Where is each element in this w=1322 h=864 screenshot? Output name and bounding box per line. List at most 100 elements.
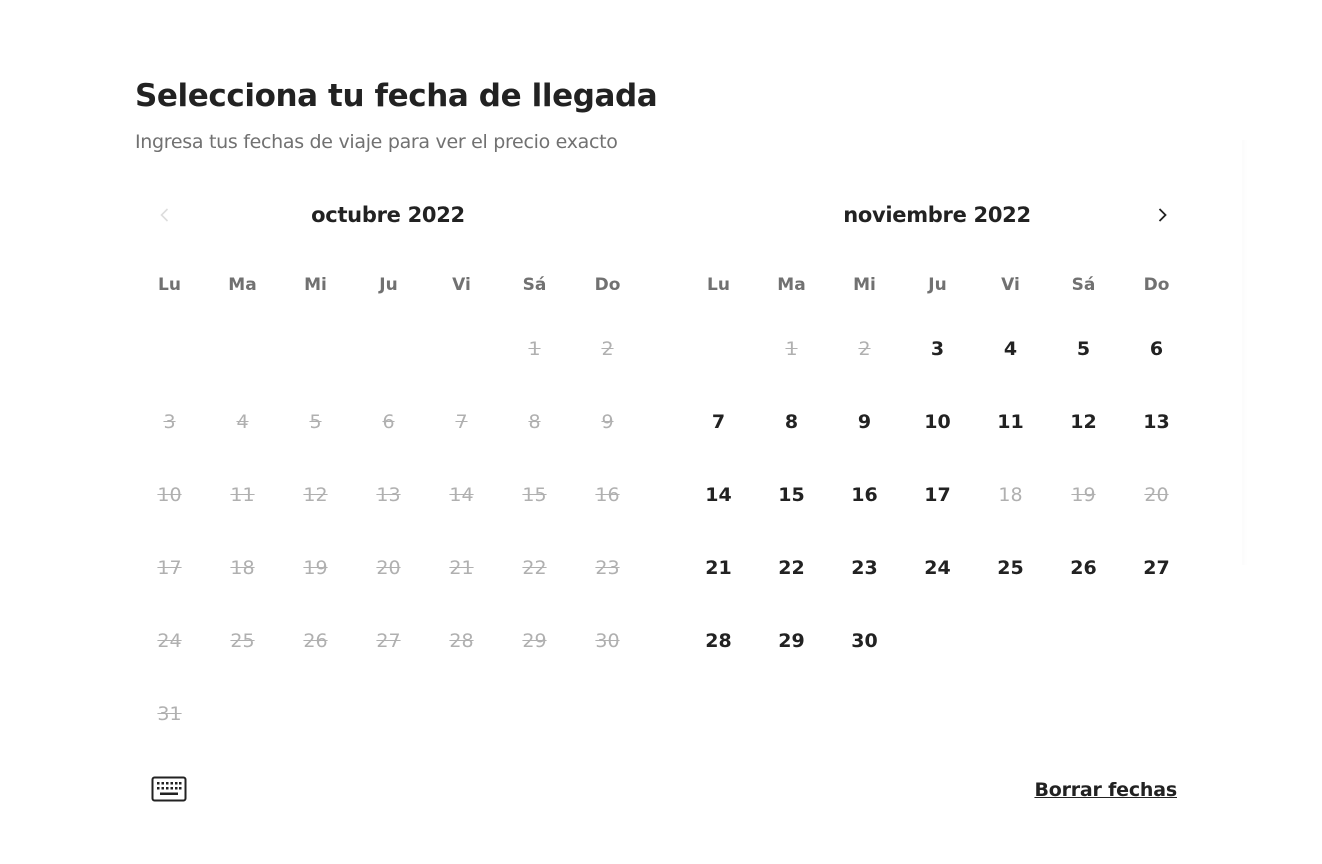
day-cell: 22 — [522, 556, 547, 579]
day-cell: 20 — [1144, 483, 1169, 506]
day-cell-empty — [206, 312, 279, 385]
day-cell: 9 — [601, 410, 614, 433]
weekday-label: Ju — [379, 275, 398, 295]
day-cell: 17 — [157, 556, 182, 579]
weekday-header: Lu Ma Mi Ju Vi Sá Do — [682, 275, 1192, 295]
month-title: noviembre 2022 — [843, 203, 1031, 227]
month-title: octubre 2022 — [311, 203, 465, 227]
day-cell-empty — [279, 312, 352, 385]
day-cell: 12 — [303, 483, 328, 506]
day-cell[interactable]: 7 — [711, 410, 726, 433]
day-cell: 4 — [236, 410, 249, 433]
weekday-label: Lu — [707, 275, 730, 295]
day-cell: 28 — [449, 629, 474, 652]
weekday-label: Ma — [228, 275, 257, 295]
day-cell: 8 — [528, 410, 541, 433]
day-cell: 13 — [376, 483, 401, 506]
day-cell: 24 — [157, 629, 182, 652]
day-cell[interactable]: 11 — [997, 410, 1024, 433]
day-cell[interactable]: 26 — [1070, 556, 1097, 579]
day-cell: 11 — [230, 483, 255, 506]
next-month-button[interactable] — [1146, 199, 1178, 231]
day-cell[interactable]: 15 — [778, 483, 805, 506]
day-cell: 29 — [522, 629, 547, 652]
page-title: Selecciona tu fecha de llegada — [135, 78, 658, 114]
day-cell[interactable]: 23 — [851, 556, 878, 579]
weekday-label: Ju — [928, 275, 947, 295]
clear-dates-button[interactable]: Borrar fechas — [1034, 779, 1177, 801]
day-cell: 16 — [595, 483, 620, 506]
day-cell[interactable]: 21 — [705, 556, 732, 579]
day-cell[interactable]: 14 — [705, 483, 732, 506]
weekday-label: Vi — [1001, 275, 1020, 295]
weekday-label: Ma — [777, 275, 806, 295]
day-cell: 19 — [303, 556, 328, 579]
weekday-label: Do — [594, 275, 621, 295]
previous-month-button[interactable] — [149, 199, 181, 231]
keyboard-icon — [151, 776, 187, 802]
day-cell[interactable]: 29 — [778, 629, 805, 652]
chevron-right-icon — [1158, 208, 1167, 222]
day-cell[interactable]: 25 — [997, 556, 1024, 579]
day-cell[interactable]: 3 — [930, 337, 945, 360]
day-cell: 23 — [595, 556, 620, 579]
weekday-label: Mi — [853, 275, 876, 295]
day-cell[interactable]: 17 — [924, 483, 951, 506]
day-cell: 7 — [455, 410, 468, 433]
day-cell[interactable]: 22 — [778, 556, 805, 579]
day-cell[interactable]: 13 — [1143, 410, 1170, 433]
page-subtitle: Ingresa tus fechas de viaje para ver el … — [135, 131, 618, 153]
day-cell[interactable]: 28 — [705, 629, 732, 652]
day-cell[interactable]: 4 — [1003, 337, 1018, 360]
day-grid: 1 2 3 4 5 6 7 8 9 10 11 12 13 14 15 16 17 18 19 20 21 22 23 24 2… — [133, 312, 643, 750]
day-cell: 27 — [376, 629, 401, 652]
day-cell[interactable]: 6 — [1149, 337, 1164, 360]
day-cell[interactable]: 10 — [924, 410, 951, 433]
day-cell-empty — [352, 312, 425, 385]
day-cell: 25 — [230, 629, 255, 652]
day-cell: 14 — [449, 483, 474, 506]
day-cell: 20 — [376, 556, 401, 579]
weekday-label: Mi — [304, 275, 327, 295]
day-cell: 3 — [163, 410, 176, 433]
day-cell: 2 — [601, 337, 614, 360]
chevron-left-icon — [160, 208, 169, 222]
day-grid: 1 2 3 4 5 6 7 8 9 10 11 12 13 14 15 16 17 18 19 20 21 22 23 24 2… — [682, 312, 1192, 677]
day-cell: 19 — [1071, 483, 1096, 506]
day-cell-empty — [682, 312, 755, 385]
day-cell: 18 — [998, 483, 1023, 506]
day-cell: 2 — [858, 337, 871, 360]
panel-edge — [1242, 140, 1248, 565]
day-cell[interactable]: 8 — [784, 410, 799, 433]
day-cell: 26 — [303, 629, 328, 652]
day-cell[interactable]: 12 — [1070, 410, 1097, 433]
day-cell: 18 — [230, 556, 255, 579]
day-cell: 15 — [522, 483, 547, 506]
day-cell: 10 — [157, 483, 182, 506]
day-cell: 30 — [595, 629, 620, 652]
day-cell: 5 — [309, 410, 322, 433]
weekday-header: Lu Ma Mi Ju Vi Sá Do — [133, 275, 643, 295]
day-cell-empty — [133, 312, 206, 385]
keyboard-shortcuts-button[interactable] — [150, 774, 188, 804]
weekday-label: Lu — [158, 275, 181, 295]
day-cell: 1 — [528, 337, 541, 360]
day-cell: 31 — [157, 702, 182, 725]
weekday-label: Do — [1143, 275, 1170, 295]
day-cell: 21 — [449, 556, 474, 579]
day-cell[interactable]: 27 — [1143, 556, 1170, 579]
day-cell: 1 — [785, 337, 798, 360]
day-cell: 6 — [382, 410, 395, 433]
day-cell[interactable]: 24 — [924, 556, 951, 579]
weekday-label: Vi — [452, 275, 471, 295]
day-cell[interactable]: 30 — [851, 629, 878, 652]
weekday-label: Sá — [522, 275, 547, 295]
day-cell[interactable]: 9 — [857, 410, 872, 433]
day-cell[interactable]: 16 — [851, 483, 878, 506]
day-cell-empty — [425, 312, 498, 385]
day-cell[interactable]: 5 — [1076, 337, 1091, 360]
weekday-label: Sá — [1071, 275, 1096, 295]
